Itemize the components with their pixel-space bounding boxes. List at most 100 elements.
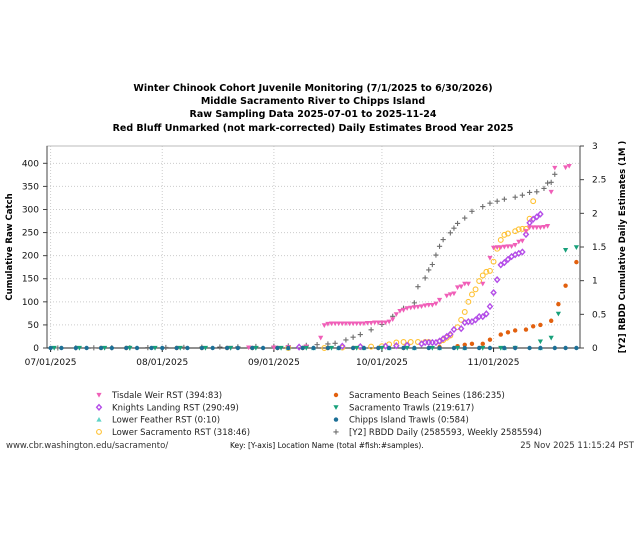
data-point	[537, 225, 543, 231]
series-y2-rbdd-daily	[55, 171, 558, 351]
data-point	[454, 285, 461, 291]
data-point	[390, 317, 396, 322]
legend-marker-triangle-down-icon	[333, 405, 339, 410]
data-point	[127, 345, 133, 351]
data-point	[544, 180, 551, 186]
data-point	[541, 185, 547, 192]
data-point	[393, 339, 400, 346]
data-point	[487, 255, 493, 261]
data-point	[472, 316, 479, 324]
data-point	[361, 345, 367, 351]
y-tick-label: 250	[22, 229, 39, 239]
data-point	[451, 291, 457, 297]
data-point	[303, 345, 309, 351]
series-sacramento-beach-seines	[98, 259, 579, 351]
data-point	[469, 208, 475, 214]
y-tick-label: 50	[28, 321, 40, 331]
data-point	[336, 321, 342, 327]
data-point	[490, 245, 497, 251]
data-point	[368, 327, 374, 333]
data-point	[134, 345, 140, 351]
y-tick-label: 0	[33, 344, 39, 354]
data-point	[498, 245, 504, 250]
data-point	[368, 343, 375, 350]
y-tick-label: 200	[22, 252, 39, 262]
data-point	[548, 318, 554, 323]
data-point	[519, 192, 525, 198]
data-point	[574, 345, 579, 351]
legend-item: Tisdale Weir RST (394:83)	[96, 391, 222, 401]
data-point	[300, 345, 305, 351]
legend-label: Lower Feather RST (0:10)	[112, 416, 220, 426]
data-point	[368, 320, 374, 326]
data-point	[494, 198, 500, 204]
data-point	[530, 198, 537, 205]
legend-item: Knights Landing RST (290:49)	[95, 403, 239, 413]
data-point	[91, 345, 97, 351]
data-point	[479, 312, 487, 321]
data-point	[278, 345, 284, 351]
data-point	[534, 189, 540, 195]
data-point	[415, 284, 421, 290]
data-point	[328, 321, 335, 327]
data-point	[544, 224, 551, 229]
data-point	[538, 345, 543, 351]
data-point	[483, 268, 490, 275]
data-point	[422, 303, 428, 309]
data-point	[439, 335, 447, 343]
data-point	[275, 345, 280, 351]
data-point	[443, 332, 451, 341]
data-point	[210, 345, 215, 351]
data-point	[504, 255, 512, 263]
data-point	[386, 319, 392, 325]
data-point	[487, 337, 493, 342]
y2-tick-label: 1.5	[592, 243, 606, 253]
data-point	[493, 276, 501, 284]
data-point	[224, 345, 230, 351]
y2-tick-label: 0	[592, 344, 598, 354]
data-point	[465, 298, 472, 305]
data-point	[454, 220, 461, 227]
data-point	[465, 281, 471, 287]
data-point	[512, 194, 518, 200]
data-point	[325, 341, 331, 347]
data-point	[382, 342, 389, 350]
legend-item: Lower Feather RST (0:10)	[96, 416, 220, 426]
data-point	[498, 332, 503, 337]
data-point	[401, 345, 406, 351]
data-point	[437, 345, 442, 351]
data-point	[502, 345, 507, 351]
series-lower-sacramento-rst	[285, 198, 537, 351]
data-point	[48, 345, 53, 351]
data-point	[152, 345, 158, 351]
data-point	[202, 345, 209, 351]
data-point	[522, 230, 530, 239]
data-point	[412, 345, 417, 351]
data-point	[246, 345, 252, 351]
footer-url[interactable]: www.cbr.washington.edu/sacramento/	[6, 441, 168, 451]
data-point	[160, 345, 165, 351]
data-point	[336, 345, 341, 351]
series-chipps-island-trawls	[48, 345, 579, 351]
data-point	[479, 272, 486, 279]
data-point	[339, 342, 346, 350]
data-point	[325, 321, 331, 327]
data-point	[444, 293, 450, 299]
y-axis-ticks: 0 50 100 150 200 250 300 350 400	[22, 159, 47, 354]
x-tick-label: 07/01/2025	[25, 358, 77, 368]
data-point	[527, 345, 532, 351]
y-tick-label: 400	[22, 159, 39, 169]
data-point	[404, 306, 410, 311]
y-tick-label: 100	[22, 298, 39, 308]
data-point	[400, 339, 407, 345]
data-point	[433, 252, 439, 258]
data-point	[515, 226, 522, 233]
data-point	[526, 219, 533, 227]
legend-marker-circle-icon	[333, 392, 339, 398]
data-point	[393, 342, 400, 350]
data-point	[450, 325, 458, 334]
data-point	[529, 215, 537, 223]
legend-item: Lower Sacramento RST (318:46)	[96, 428, 250, 438]
data-point	[548, 335, 554, 341]
data-point	[436, 243, 443, 249]
